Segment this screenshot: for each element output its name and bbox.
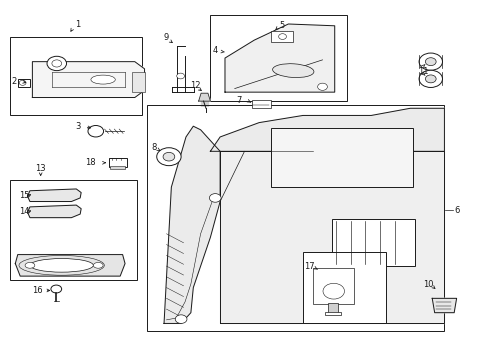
Text: 6: 6 <box>453 206 459 215</box>
Ellipse shape <box>91 75 115 84</box>
Bar <box>109 158 127 167</box>
Text: 15: 15 <box>19 191 30 200</box>
Bar <box>10 37 142 116</box>
Circle shape <box>418 70 442 87</box>
Text: 7: 7 <box>236 96 242 105</box>
Bar <box>210 15 346 101</box>
Text: 10: 10 <box>422 280 432 289</box>
Circle shape <box>176 73 184 79</box>
Polygon shape <box>224 24 334 92</box>
Text: 16: 16 <box>32 286 43 295</box>
Bar <box>252 100 270 108</box>
Polygon shape <box>163 126 220 323</box>
Text: 18: 18 <box>85 158 96 167</box>
Bar <box>110 166 125 169</box>
Circle shape <box>175 315 186 323</box>
Circle shape <box>425 75 435 83</box>
Bar <box>10 180 137 280</box>
Bar <box>132 72 144 92</box>
Ellipse shape <box>272 64 313 77</box>
Polygon shape <box>27 205 81 218</box>
Polygon shape <box>32 62 144 98</box>
Polygon shape <box>198 93 210 101</box>
Circle shape <box>52 60 61 67</box>
Circle shape <box>157 148 181 166</box>
Text: 3: 3 <box>75 122 80 131</box>
Text: 5: 5 <box>279 21 285 30</box>
Bar <box>18 79 30 87</box>
Text: 11: 11 <box>417 67 427 76</box>
Bar <box>303 252 385 323</box>
Circle shape <box>323 283 344 299</box>
Circle shape <box>425 58 435 66</box>
Circle shape <box>47 56 66 71</box>
Bar <box>327 303 337 313</box>
Circle shape <box>163 152 174 161</box>
Polygon shape <box>220 151 444 323</box>
Text: 1: 1 <box>75 20 80 29</box>
Circle shape <box>209 194 221 202</box>
Circle shape <box>88 126 103 137</box>
Circle shape <box>278 34 286 40</box>
Text: 13: 13 <box>35 164 45 173</box>
Polygon shape <box>27 189 81 202</box>
Bar <box>331 220 414 266</box>
Bar <box>147 105 444 330</box>
Bar <box>271 31 293 42</box>
Ellipse shape <box>25 262 35 268</box>
Text: 17: 17 <box>304 262 314 271</box>
Bar <box>325 312 340 315</box>
Circle shape <box>51 285 61 293</box>
Circle shape <box>19 80 26 85</box>
Ellipse shape <box>93 262 103 268</box>
Bar <box>271 128 412 187</box>
Polygon shape <box>210 108 444 151</box>
Polygon shape <box>15 255 125 276</box>
Text: 4: 4 <box>212 46 218 55</box>
Text: 12: 12 <box>189 81 200 90</box>
Ellipse shape <box>30 258 93 272</box>
Text: 2: 2 <box>11 77 17 86</box>
Text: 9: 9 <box>163 33 168 42</box>
Text: 14: 14 <box>19 207 30 216</box>
Circle shape <box>418 53 442 70</box>
Polygon shape <box>431 298 456 313</box>
Circle shape <box>317 83 327 90</box>
Text: 8: 8 <box>151 143 156 152</box>
Bar <box>312 268 353 304</box>
